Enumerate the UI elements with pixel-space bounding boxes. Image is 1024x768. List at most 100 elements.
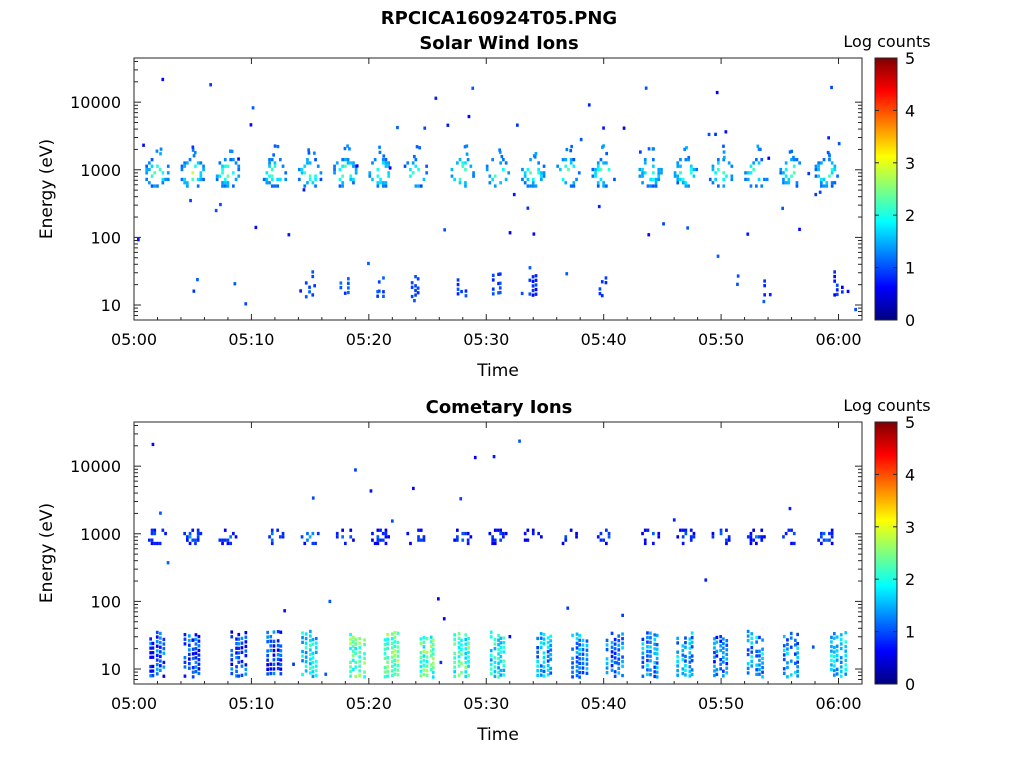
heatmap-cell (684, 673, 687, 677)
heatmap-cell (643, 171, 647, 175)
heatmap-cell (358, 664, 361, 668)
heatmap-cell (384, 535, 388, 539)
heatmap-cell (536, 650, 539, 654)
heatmap-cell (384, 184, 388, 188)
heatmap-cell (429, 640, 433, 644)
heatmap-cell (531, 288, 535, 293)
heatmap-cell (833, 650, 836, 654)
heatmap-cell (833, 632, 836, 636)
heatmap-cell (149, 641, 152, 646)
heatmap-cell (199, 531, 203, 536)
heatmap-cell (391, 637, 394, 641)
heatmap-cell (818, 190, 822, 194)
heatmap-cell (309, 648, 312, 652)
heatmap-cell (153, 184, 157, 188)
heatmap-cell (151, 655, 155, 659)
heatmap-cell (528, 266, 532, 270)
heatmap-cell (419, 528, 423, 532)
heatmap-cell (151, 641, 155, 646)
heatmap-cell (429, 654, 433, 658)
heatmap-cell (276, 648, 280, 652)
heatmap-cell (707, 132, 711, 137)
heatmap-cell (354, 674, 358, 678)
heatmap-cell (158, 167, 162, 172)
heatmap-cell (762, 299, 766, 304)
heatmap-cell (692, 531, 696, 536)
heatmap-cell (765, 177, 769, 182)
heatmap-cell (585, 639, 589, 643)
heatmap-cell (393, 654, 397, 658)
heatmap-cell (617, 634, 621, 638)
heatmap-cell (183, 656, 187, 660)
heatmap-cell (269, 671, 273, 676)
x-axis-label: Time (476, 725, 519, 745)
heatmap-cell (763, 284, 766, 288)
heatmap-cell (581, 671, 585, 675)
heatmap-cell (226, 184, 230, 188)
heatmap-cell (493, 647, 497, 651)
x-tick-label: 05:00 (111, 330, 157, 349)
heatmap-cell (542, 669, 546, 674)
heatmap-cell (464, 289, 468, 293)
heatmap-cell (755, 541, 758, 546)
heatmap-cell (646, 184, 650, 188)
heatmap-cell (617, 648, 621, 652)
heatmap-cell (358, 641, 361, 645)
heatmap-cell (540, 174, 543, 178)
heatmap-cell (755, 668, 758, 672)
heatmap-cell (676, 641, 679, 645)
heatmap-cell (237, 646, 241, 650)
heatmap-cell (219, 202, 222, 207)
heatmap-cell (789, 636, 793, 640)
heatmap-cell (272, 630, 276, 634)
heatmap-cell (386, 646, 389, 651)
heatmap-cell (575, 674, 579, 678)
heatmap-cell (536, 636, 539, 641)
heatmap-cell (531, 279, 535, 283)
heatmap-cell (387, 161, 390, 165)
heatmap-cell (617, 652, 621, 657)
heatmap-cell (458, 181, 462, 185)
heatmap-cell (183, 531, 186, 536)
heatmap-cell (690, 631, 694, 635)
heatmap-cell (150, 164, 154, 168)
heatmap-cell (822, 177, 826, 182)
heatmap-cell (508, 231, 512, 235)
heatmap-cell (414, 275, 417, 279)
heatmap-cell (499, 531, 502, 536)
heatmap-cell (651, 147, 655, 151)
heatmap-cell (605, 657, 609, 661)
heatmap-cell (164, 531, 167, 536)
heatmap-cell (822, 538, 826, 542)
heatmap-cell (393, 667, 397, 672)
heatmap-cell (646, 658, 649, 663)
heatmap-cell (549, 639, 553, 643)
heatmap-cell (161, 177, 165, 182)
heatmap-cell (523, 171, 527, 175)
heatmap-cell (502, 650, 506, 654)
heatmap-cell (363, 661, 366, 665)
y-tick-label: 10 (101, 660, 121, 679)
heatmap-cell (194, 541, 197, 546)
heatmap-cell (786, 661, 789, 665)
heatmap-cell (531, 284, 535, 288)
heatmap-cell (396, 663, 400, 668)
heatmap-cell (431, 656, 435, 661)
heatmap-cell (373, 541, 377, 546)
heatmap-cell (230, 648, 234, 653)
heatmap-cell (504, 531, 508, 536)
heatmap-cell (309, 657, 312, 661)
heatmap-cell (727, 538, 731, 542)
heatmap-cell (301, 654, 304, 658)
heatmap-cell (763, 279, 766, 283)
heatmap-cell (384, 181, 388, 185)
heatmap-cell (311, 670, 315, 674)
heatmap-cell (502, 535, 505, 539)
heatmap-cell (308, 177, 312, 182)
heatmap-cell (344, 164, 347, 168)
heatmap-cell (410, 281, 414, 285)
heatmap-cell (711, 181, 715, 185)
heatmap-cell (782, 667, 786, 671)
heatmap-cell (393, 663, 397, 667)
heatmap-cell (713, 650, 716, 655)
